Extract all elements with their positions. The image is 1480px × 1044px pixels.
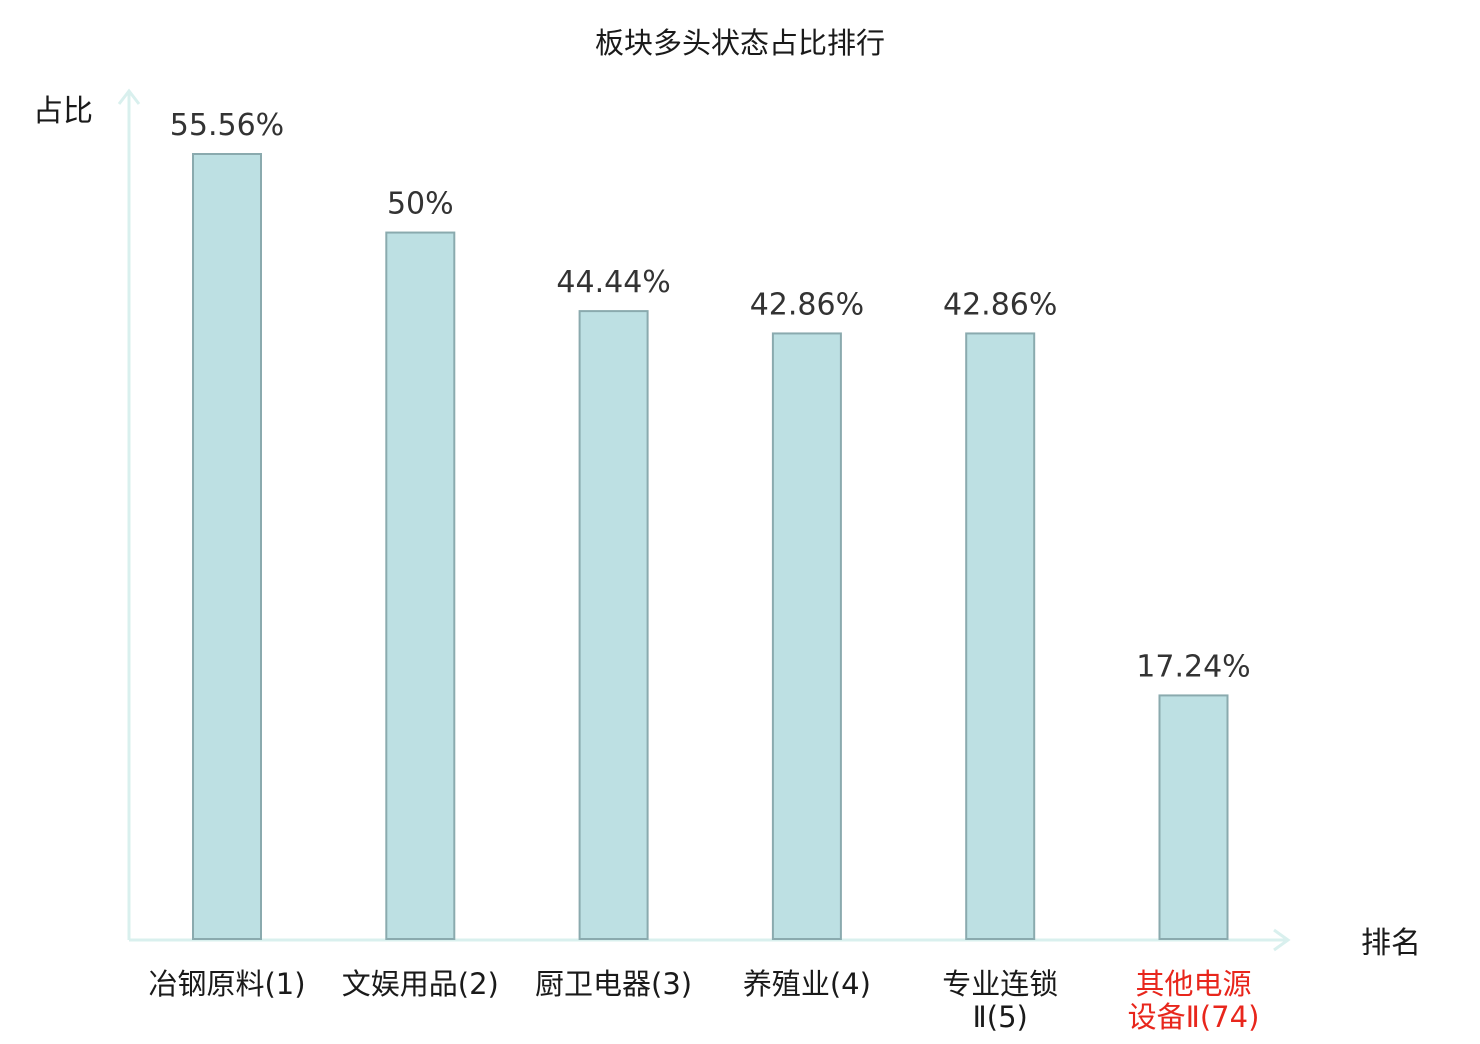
x-tick-label: 其他电源 (1135, 967, 1251, 1001)
x-tick-label: 文娱用品(2) (342, 967, 499, 1001)
bar-value-label: 55.56% (170, 108, 284, 143)
x-tick-label: 厨卫电器(3) (535, 967, 692, 1001)
x-tick-label: 冶钢原料(1) (148, 967, 305, 1001)
axes (117, 88, 1291, 952)
y-axis-label: 占比 (33, 94, 93, 129)
bar (578, 310, 649, 940)
bar (1158, 694, 1229, 940)
bar (192, 153, 262, 940)
bar-value-label: 17.24% (1136, 649, 1250, 684)
y-axis-arrow (117, 88, 141, 105)
x-axis-label: 排名 (1361, 926, 1421, 961)
bar-value-label: 42.86% (943, 287, 1057, 322)
bar-value-label: 44.44% (556, 265, 670, 300)
chart-title: 板块多头状态占比排行 (595, 26, 885, 60)
bar-value-label: 50% (387, 187, 454, 222)
bar (771, 332, 842, 940)
bar (385, 231, 456, 940)
x-tick-label: Ⅱ(5) (973, 1000, 1028, 1034)
value-labels-group: 55.56% 50% 44.44% 42.86% 42.86% 17.24% (170, 108, 1251, 684)
bar (965, 332, 1036, 940)
x-axis-arrow (1273, 928, 1291, 952)
x-tick-label: 设备Ⅱ(74) (1128, 1000, 1260, 1034)
bars-group (192, 153, 1229, 940)
bar-value-label: 42.86% (750, 287, 864, 322)
x-tick-label: 养殖业(4) (743, 967, 871, 1001)
x-tick-label: 专业连锁 (942, 967, 1058, 1001)
